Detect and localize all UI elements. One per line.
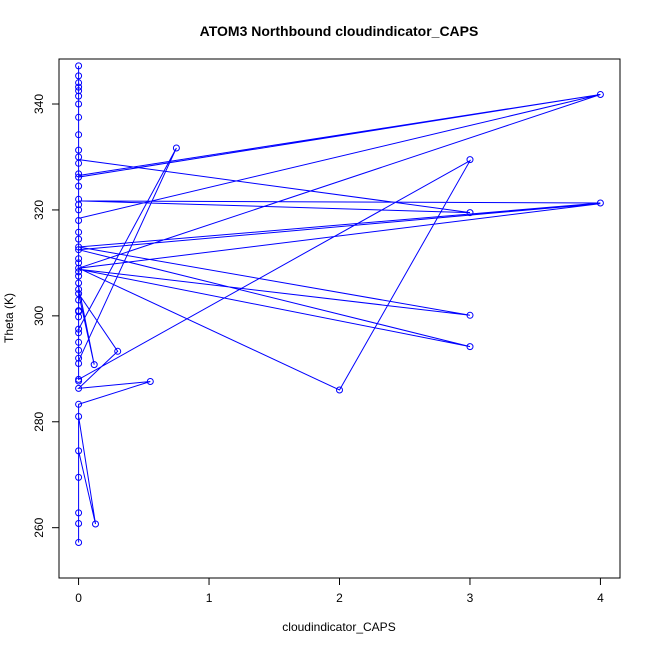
- data-point: [336, 386, 343, 394]
- data-point: [75, 173, 83, 181]
- data-point: [75, 201, 83, 209]
- data-point: [596, 199, 604, 207]
- data-point: [75, 473, 83, 481]
- data-point: [75, 520, 83, 527]
- data-point: [75, 153, 83, 161]
- data-point: [75, 79, 83, 87]
- data-point: [75, 206, 83, 214]
- data-point: [75, 325, 83, 333]
- x-tick-label: 1: [206, 591, 213, 605]
- series-line: [76, 65, 601, 543]
- data-point: [75, 360, 83, 367]
- x-tick-label: 3: [467, 591, 474, 605]
- data-point: [75, 182, 83, 190]
- data-point: [75, 259, 83, 267]
- data-point: [114, 347, 122, 355]
- data-point: [75, 268, 83, 276]
- y-tick-label: 280: [32, 411, 46, 431]
- x-tick-label: 0: [75, 591, 82, 605]
- data-point: [75, 509, 83, 517]
- data-point: [75, 195, 83, 203]
- data-point: [75, 354, 83, 362]
- data-point: [146, 378, 154, 385]
- data-point: [466, 311, 474, 319]
- plot-frame: [58, 58, 621, 579]
- data-point: [75, 72, 83, 80]
- data-point: [75, 384, 83, 392]
- data-point: [75, 290, 83, 298]
- data-point: [75, 272, 83, 280]
- data-point: [75, 346, 83, 354]
- data-point: [75, 246, 83, 254]
- data-point: [75, 279, 83, 287]
- data-point: [75, 375, 83, 383]
- y-tick-label: 300: [32, 306, 46, 326]
- data-point: [75, 400, 83, 408]
- data-point: [75, 539, 83, 546]
- data-point: [92, 520, 99, 528]
- data-point: [75, 235, 83, 243]
- data-point: [75, 338, 83, 346]
- data-point: [75, 100, 83, 108]
- data-point: [75, 83, 83, 91]
- data-point: [172, 144, 180, 152]
- data-point: [75, 113, 83, 121]
- data-point: [75, 146, 83, 154]
- chart-title: ATOM3 Northbound cloudindicator_CAPS: [200, 23, 479, 39]
- y-axis-label: Theta (K): [2, 293, 16, 343]
- data-point: [75, 170, 83, 178]
- data-point: [75, 264, 83, 272]
- data-point: [466, 209, 474, 217]
- y-axis: 260 280 300 320 340: [32, 94, 60, 538]
- x-axis-label: cloudindicator_CAPS: [282, 620, 395, 634]
- data-point: [75, 329, 83, 337]
- x-axis: 0 1 2 3 4: [75, 577, 604, 605]
- x-tick-label: 2: [336, 591, 343, 605]
- y-tick-label: 340: [32, 94, 46, 114]
- data-point: [466, 156, 474, 164]
- data-point: [90, 361, 98, 369]
- data-point: [75, 228, 83, 236]
- data-point: [75, 413, 83, 420]
- data-point: [75, 307, 83, 315]
- y-tick-label: 260: [32, 517, 46, 537]
- data-point: [75, 62, 83, 70]
- y-tick-label: 320: [32, 200, 46, 220]
- plot-area: [75, 62, 604, 546]
- data-point: [75, 217, 83, 224]
- data-point: [75, 447, 83, 455]
- data-point: [596, 91, 604, 98]
- data-point: [466, 343, 474, 351]
- data-point: [75, 92, 83, 100]
- data-point: [75, 243, 83, 251]
- data-point: [75, 131, 83, 139]
- data-point: [75, 87, 83, 95]
- data-point: [75, 255, 83, 263]
- x-tick-label: 4: [597, 591, 604, 605]
